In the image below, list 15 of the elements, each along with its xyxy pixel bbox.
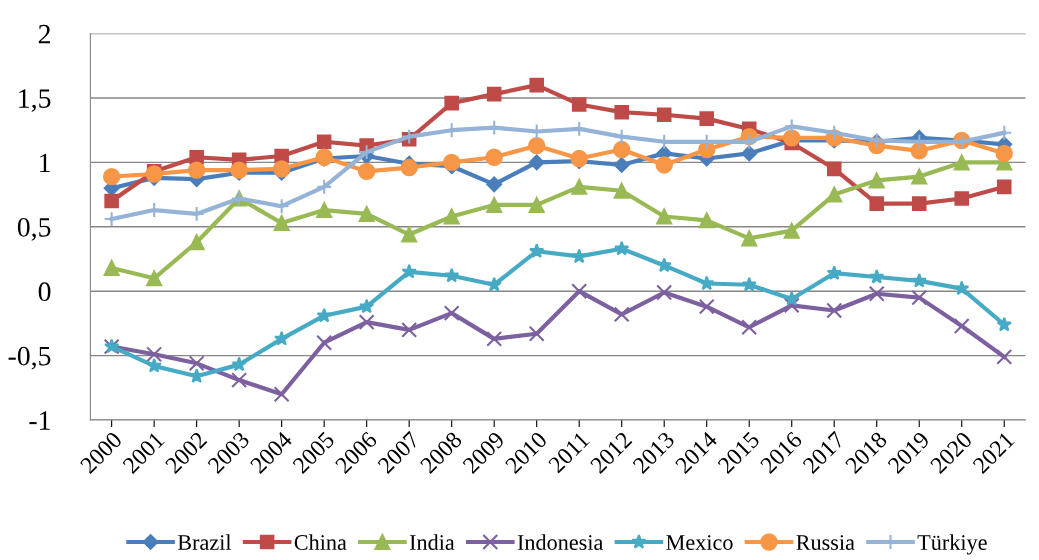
legend-label: Türkiye [917, 534, 987, 555]
legend-label: Indonesia [517, 534, 604, 550]
y-tick-label: 2 [38, 24, 50, 44]
y-tick-label: 0 [38, 282, 51, 302]
y-tick-label: 0,5 [17, 217, 51, 241]
legend-label: Russia [796, 535, 855, 550]
y-tick-label: 1 [40, 153, 50, 173]
legend-label: Brazil [177, 534, 232, 550]
x-tick-label: 2011 [547, 431, 590, 474]
legend-label: India [409, 534, 455, 550]
legend-label: China [294, 534, 347, 550]
y-tick-label: -1 [29, 411, 50, 430]
y-tick-label: -0,5 [8, 346, 51, 370]
legend-label: Mexico [666, 535, 733, 550]
y-tick-label: 1,5 [19, 89, 51, 112]
